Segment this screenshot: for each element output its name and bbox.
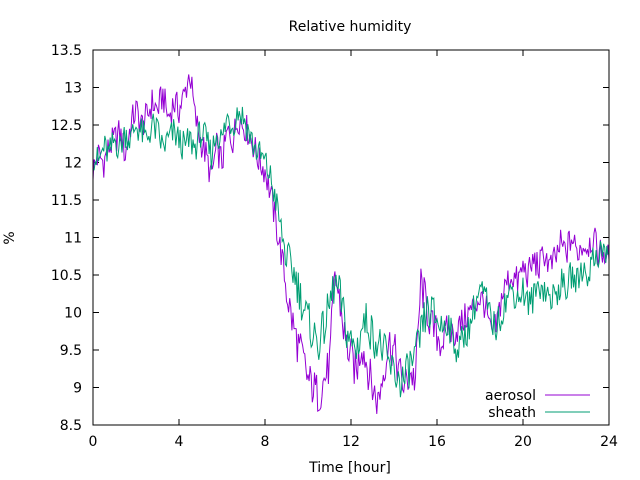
y-tick-label: 13 — [64, 81, 82, 97]
y-axis-label: % — [2, 231, 18, 244]
x-tick-label: 24 — [600, 434, 618, 450]
x-axis-label: Time [hour] — [308, 460, 391, 476]
x-tick-label: 16 — [428, 434, 446, 450]
y-tick-label: 10.5 — [51, 268, 82, 284]
legend-label-sheath: sheath — [488, 405, 536, 421]
legend-label-aerosol: aerosol — [485, 388, 536, 404]
series-line-aerosol — [92, 74, 610, 414]
y-tick-label: 8.5 — [60, 418, 82, 434]
x-tick-label: 12 — [342, 434, 360, 450]
y-tick-label: 12 — [64, 156, 82, 172]
chart-title: Relative humidity — [289, 19, 412, 35]
series-group — [92, 74, 610, 414]
y-tick-label: 10 — [64, 306, 82, 322]
y-tick-label: 11.5 — [51, 193, 82, 209]
y-tick-label: 13.5 — [51, 43, 82, 59]
series-line-sheath — [93, 106, 610, 398]
plot-frame — [92, 49, 610, 426]
y-tick-label: 9 — [73, 381, 82, 397]
x-tick-label: 20 — [514, 434, 532, 450]
y-tick-label: 9.5 — [60, 343, 82, 359]
x-tick-label: 8 — [261, 434, 270, 450]
x-tick-label: 4 — [175, 434, 184, 450]
y-tick-label: 11 — [64, 231, 82, 247]
x-tick-label: 0 — [89, 434, 98, 450]
y-tick-label: 12.5 — [51, 118, 82, 134]
